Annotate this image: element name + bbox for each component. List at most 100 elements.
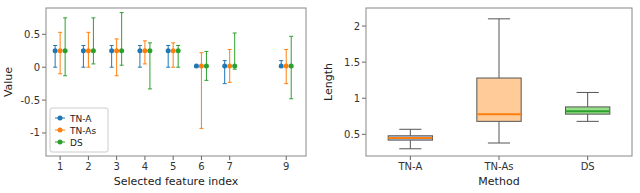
error-bar bbox=[223, 61, 227, 84]
error-cap-low bbox=[171, 67, 175, 68]
legend-label: TN-A bbox=[69, 114, 92, 124]
y-axis-label: Length bbox=[322, 63, 335, 101]
y-tick bbox=[362, 134, 366, 135]
point bbox=[289, 63, 294, 68]
error-bar bbox=[148, 43, 152, 89]
y-tick-label: 0 bbox=[34, 62, 40, 73]
error-bar bbox=[199, 53, 203, 129]
point bbox=[194, 63, 199, 68]
y-tick-label: -1 bbox=[30, 127, 40, 138]
error-cap-low bbox=[91, 63, 95, 64]
error-cap-low bbox=[53, 67, 57, 68]
legend: TN-ATN-AsDS bbox=[50, 108, 108, 152]
error-bar bbox=[171, 43, 175, 67]
error-bar bbox=[166, 45, 170, 67]
error-cap-high bbox=[63, 17, 67, 18]
error-cap-high bbox=[228, 49, 232, 50]
error-line bbox=[116, 39, 117, 76]
y-tick-label: 1 bbox=[354, 93, 360, 104]
point bbox=[53, 48, 58, 53]
error-cap-low bbox=[115, 75, 119, 76]
whisker-high bbox=[587, 92, 588, 106]
x-tick-label: 9 bbox=[283, 161, 289, 172]
error-cap-low bbox=[204, 80, 208, 81]
point bbox=[222, 63, 227, 68]
legend-label: TN-As bbox=[69, 126, 96, 136]
error-cap-low bbox=[143, 63, 147, 64]
error-cap-low bbox=[148, 88, 152, 89]
error-bar bbox=[53, 45, 57, 67]
error-cap-low bbox=[176, 67, 180, 68]
x-axis: 12345679 bbox=[57, 156, 289, 172]
legend-marker bbox=[58, 140, 63, 145]
error-bar bbox=[91, 18, 95, 64]
error-bar bbox=[204, 51, 208, 80]
whisker-low bbox=[499, 121, 500, 143]
error-bar bbox=[143, 41, 147, 64]
box bbox=[566, 92, 610, 121]
point bbox=[232, 63, 237, 68]
point bbox=[86, 48, 91, 53]
y-tick bbox=[362, 62, 366, 63]
error-cap-high bbox=[204, 51, 208, 52]
x-tick bbox=[410, 156, 411, 160]
x-tick bbox=[587, 156, 588, 160]
error-cap-high bbox=[81, 45, 85, 46]
cap-low bbox=[577, 121, 599, 122]
y-tick-label: 2 bbox=[354, 21, 360, 32]
point bbox=[91, 48, 96, 53]
error-bar bbox=[289, 36, 293, 98]
x-tick bbox=[60, 156, 61, 160]
error-cap-high bbox=[138, 45, 142, 46]
error-cap-high bbox=[148, 42, 152, 43]
error-cap-low bbox=[58, 73, 62, 74]
y-tick-label: 1.5 bbox=[344, 57, 360, 68]
error-cap-low bbox=[86, 67, 90, 68]
error-bar bbox=[58, 32, 62, 73]
cap-low bbox=[488, 143, 510, 144]
error-cap-high bbox=[115, 38, 119, 39]
error-bar bbox=[233, 33, 237, 69]
x-tick-label: TN-A bbox=[397, 161, 422, 172]
cap-high bbox=[488, 18, 510, 19]
x-tick bbox=[173, 156, 174, 160]
x-tick bbox=[499, 156, 500, 160]
box-body bbox=[477, 78, 521, 121]
x-tick bbox=[116, 156, 117, 160]
box-body bbox=[566, 107, 610, 114]
x-tick-label: 4 bbox=[142, 161, 148, 172]
error-cap-low bbox=[289, 98, 293, 99]
y-tick-label: -0.5 bbox=[20, 95, 40, 106]
point bbox=[171, 48, 176, 53]
point bbox=[114, 48, 119, 53]
error-cap-low bbox=[81, 67, 85, 68]
x-tick-label: TN-As bbox=[483, 161, 513, 172]
error-cap-low bbox=[63, 75, 67, 76]
whisker-high bbox=[410, 129, 411, 135]
error-cap-low bbox=[120, 65, 124, 66]
y-tick bbox=[42, 34, 46, 35]
x-tick-label: 2 bbox=[85, 161, 91, 172]
plot-frame bbox=[366, 8, 632, 156]
error-cap-low bbox=[166, 67, 170, 68]
error-cap-high bbox=[143, 40, 147, 41]
legend-box bbox=[50, 108, 108, 152]
median bbox=[388, 137, 432, 139]
error-bar bbox=[63, 18, 67, 76]
y-tick bbox=[42, 100, 46, 101]
error-cap-low bbox=[199, 128, 203, 129]
point bbox=[176, 48, 181, 53]
error-line bbox=[65, 18, 66, 76]
y-axis-label: Value bbox=[2, 67, 15, 97]
whisker-high bbox=[499, 19, 500, 78]
y-tick bbox=[362, 98, 366, 99]
median bbox=[477, 113, 521, 115]
legend-marker bbox=[58, 128, 63, 133]
error-cap-high bbox=[86, 32, 90, 33]
point bbox=[109, 48, 114, 53]
error-cap-high bbox=[166, 45, 170, 46]
error-cap-high bbox=[58, 32, 62, 33]
series bbox=[53, 45, 284, 83]
x-tick-label: 7 bbox=[227, 161, 233, 172]
x-axis-label: Method bbox=[478, 175, 519, 188]
